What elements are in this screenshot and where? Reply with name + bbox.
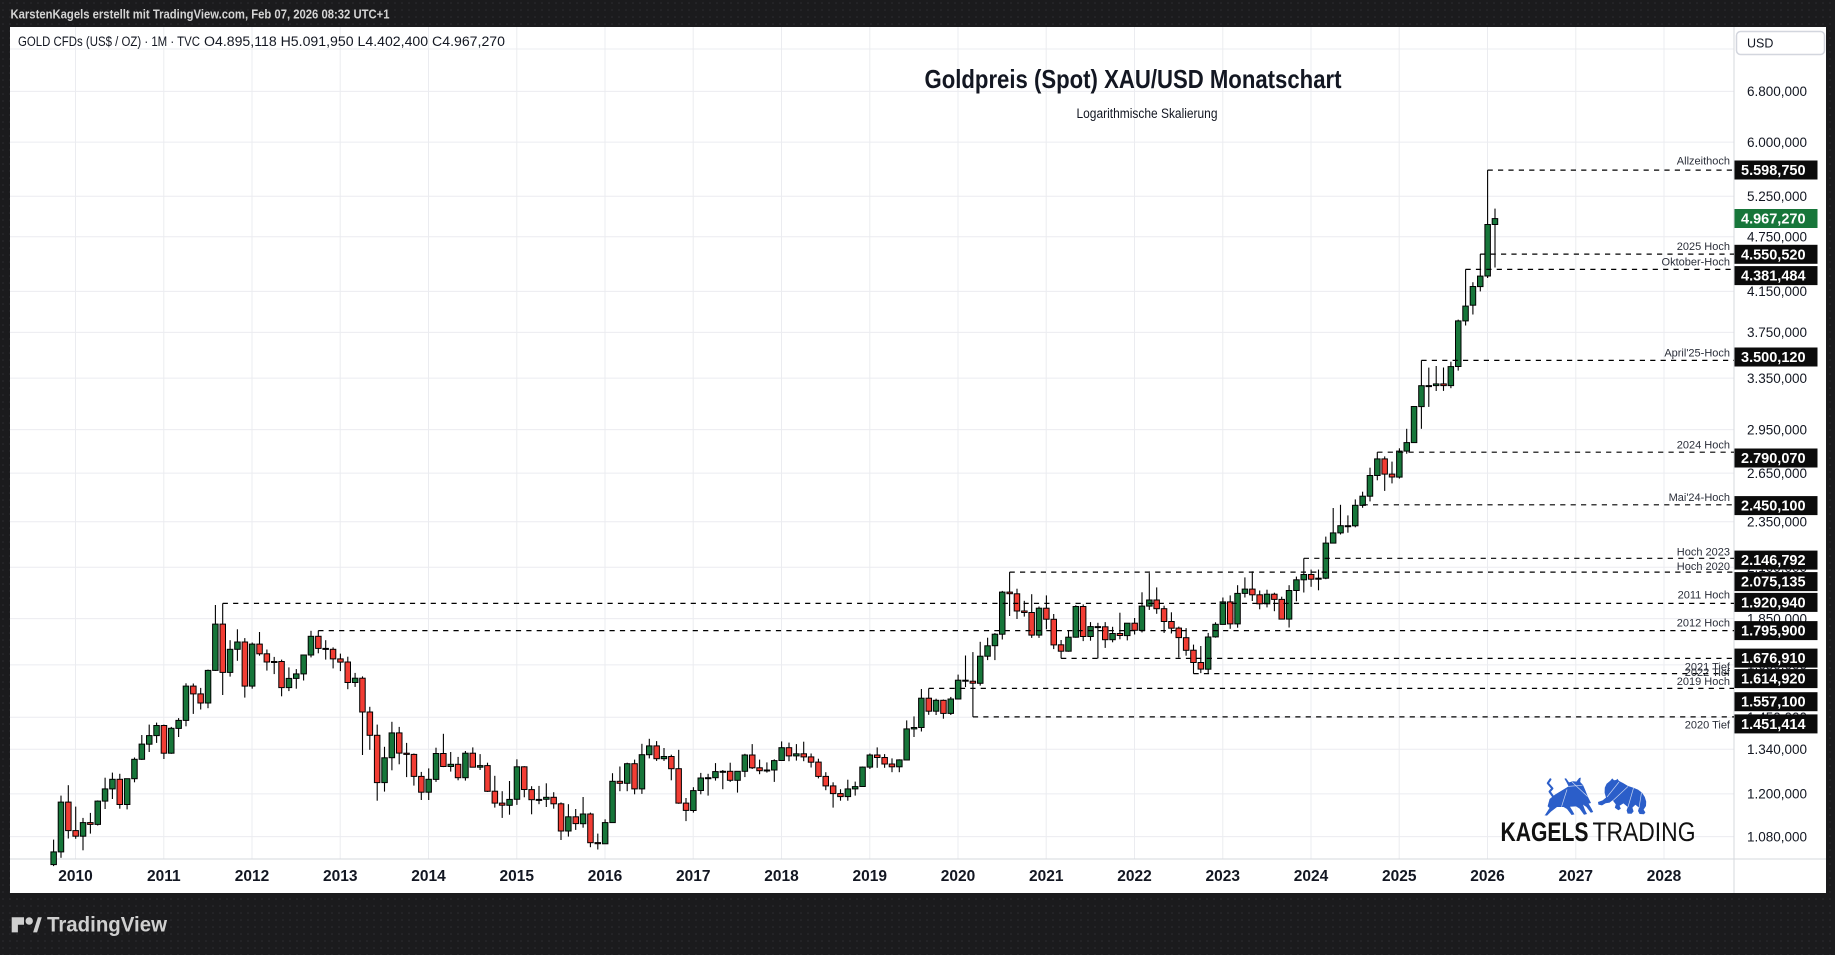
- svg-text:1.200,000: 1.200,000: [1747, 787, 1807, 802]
- svg-text:2.790,070: 2.790,070: [1741, 451, 1806, 467]
- svg-text:2025: 2025: [1382, 868, 1417, 885]
- svg-text:2014: 2014: [411, 868, 446, 885]
- svg-text:2024 Hoch: 2024 Hoch: [1677, 439, 1730, 451]
- svg-text:5.250,000: 5.250,000: [1747, 189, 1807, 204]
- svg-text:2.950,000: 2.950,000: [1747, 422, 1807, 437]
- svg-text:GOLD CFDs (US$ / OZ) · 1M · TV: GOLD CFDs (US$ / OZ) · 1M · TVC: [18, 34, 200, 49]
- svg-text:3.500,120: 3.500,120: [1741, 350, 1806, 366]
- svg-text:3.350,000: 3.350,000: [1747, 371, 1807, 386]
- svg-text:1.795,900: 1.795,900: [1741, 624, 1806, 640]
- svg-text:2024: 2024: [1294, 868, 1329, 885]
- svg-text:2.450,100: 2.450,100: [1741, 499, 1806, 515]
- svg-text:2015: 2015: [500, 868, 535, 885]
- svg-text:1.340,000: 1.340,000: [1747, 742, 1807, 757]
- svg-text:2022 Tief: 2022 Tief: [1685, 667, 1731, 679]
- svg-text:KAGELS: KAGELS: [1501, 817, 1589, 847]
- svg-text:4.967,270: 4.967,270: [1741, 212, 1806, 228]
- svg-text:2.146,792: 2.146,792: [1741, 553, 1806, 569]
- svg-text:2027: 2027: [1559, 868, 1593, 885]
- svg-text:2020: 2020: [941, 868, 975, 885]
- svg-text:4.550,520: 4.550,520: [1741, 247, 1806, 263]
- svg-text:2021 Tief: 2021 Tief: [1685, 661, 1731, 673]
- svg-text:1.451,414: 1.451,414: [1741, 717, 1806, 733]
- svg-text:3.750,000: 3.750,000: [1747, 325, 1807, 340]
- svg-text:TRADING: TRADING: [1593, 817, 1696, 847]
- svg-text:USD: USD: [1747, 37, 1773, 51]
- svg-text:2.350,000: 2.350,000: [1747, 515, 1807, 530]
- svg-text:2011 Hoch: 2011 Hoch: [1678, 589, 1730, 601]
- svg-text:5.598,750: 5.598,750: [1741, 163, 1806, 179]
- svg-text:2011: 2011: [147, 868, 181, 885]
- svg-text:6.800,000: 6.800,000: [1747, 84, 1807, 99]
- svg-text:April'25-Hoch: April'25-Hoch: [1664, 348, 1730, 360]
- svg-text:2019: 2019: [853, 868, 888, 885]
- svg-text:2019 Hoch: 2019 Hoch: [1677, 676, 1730, 688]
- svg-text:Goldpreis (Spot) XAU/USD Monat: Goldpreis (Spot) XAU/USD Monatschart: [925, 64, 1342, 94]
- svg-text:Mai'24-Hoch: Mai'24-Hoch: [1669, 492, 1730, 504]
- svg-text:Hoch 2023: Hoch 2023: [1677, 546, 1730, 558]
- svg-text:2023: 2023: [1206, 868, 1241, 885]
- svg-text:2026: 2026: [1470, 868, 1505, 885]
- svg-text:1.676,910: 1.676,910: [1741, 651, 1806, 667]
- svg-text:KarstenKagels erstellt mit Tra: KarstenKagels erstellt mit TradingView.c…: [11, 7, 390, 22]
- svg-text:1.080,000: 1.080,000: [1747, 829, 1807, 844]
- svg-text:O4.895,118 H5.091,950 L4.402: O4.895,118 H5.091,950 L4.402,400 C4.967,…: [204, 34, 505, 49]
- svg-text:2.650,000: 2.650,000: [1747, 466, 1807, 481]
- svg-text:4.150,000: 4.150,000: [1747, 284, 1807, 299]
- svg-text:2017: 2017: [676, 868, 710, 885]
- svg-text:1.920,940: 1.920,940: [1741, 595, 1806, 611]
- svg-text:Allzeithoch: Allzeithoch: [1677, 155, 1730, 167]
- svg-text:Hoch 2020: Hoch 2020: [1677, 561, 1730, 573]
- svg-text:Oktober-Hoch: Oktober-Hoch: [1662, 257, 1730, 269]
- svg-text:2010: 2010: [58, 868, 92, 885]
- svg-text:6.000,000: 6.000,000: [1747, 135, 1807, 150]
- svg-text:2012: 2012: [235, 868, 269, 885]
- svg-text:2020 Tief: 2020 Tief: [1685, 720, 1731, 732]
- svg-text:2012 Hoch: 2012 Hoch: [1677, 618, 1730, 630]
- svg-text:1.614,920: 1.614,920: [1741, 672, 1806, 688]
- svg-text:2021: 2021: [1029, 868, 1064, 885]
- svg-text:TradingView: TradingView: [47, 914, 168, 937]
- svg-text:2.075,135: 2.075,135: [1741, 575, 1806, 591]
- svg-text:2013: 2013: [323, 868, 358, 885]
- svg-text:2025 Hoch: 2025 Hoch: [1677, 241, 1730, 253]
- svg-text:4.750,000: 4.750,000: [1747, 230, 1807, 245]
- svg-text:2018: 2018: [764, 868, 799, 885]
- svg-text:Logarithmische Skalierung: Logarithmische Skalierung: [1077, 106, 1218, 121]
- svg-text:2028: 2028: [1647, 868, 1682, 885]
- svg-text:4.381,484: 4.381,484: [1741, 269, 1806, 285]
- svg-text:2022: 2022: [1117, 868, 1151, 885]
- svg-text:1.557,100: 1.557,100: [1741, 695, 1806, 711]
- svg-text:2016: 2016: [588, 868, 623, 885]
